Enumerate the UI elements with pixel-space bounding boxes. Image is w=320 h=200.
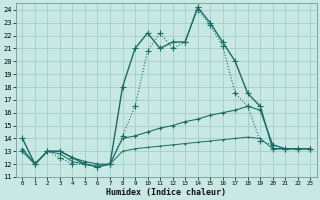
X-axis label: Humidex (Indice chaleur): Humidex (Indice chaleur): [106, 188, 226, 197]
